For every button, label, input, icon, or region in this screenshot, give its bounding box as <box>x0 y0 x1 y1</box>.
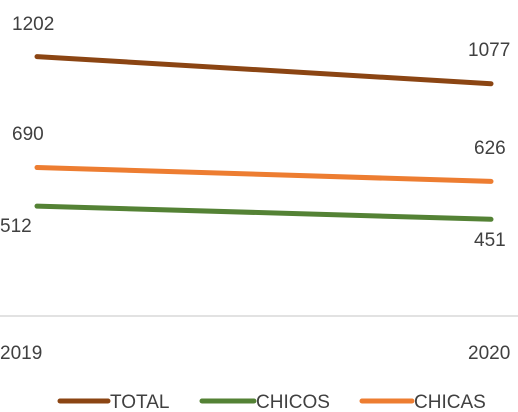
label-total-2020: 1077 <box>468 40 510 61</box>
label-chicos-2020: 451 <box>474 230 506 251</box>
legend-label-chicas: CHICAS <box>414 392 486 412</box>
series-line-chicos <box>34 203 494 222</box>
label-chicas-2019: 690 <box>12 124 44 145</box>
label-total-2019: 1202 <box>12 14 54 35</box>
series-lines <box>34 54 494 222</box>
x-tick-2019: 2019 <box>0 343 42 364</box>
legend-label-chicos: CHICOS <box>256 392 330 412</box>
series-line-chicas <box>34 165 494 184</box>
legend-label-total: TOTAL <box>110 392 169 412</box>
label-chicos-2019: 512 <box>0 216 32 237</box>
x-tick-2020: 2020 <box>468 343 510 364</box>
series-line-total <box>34 54 494 87</box>
label-chicas-2020: 626 <box>474 138 506 159</box>
legend: TOTAL CHICOS CHICAS <box>57 392 486 412</box>
